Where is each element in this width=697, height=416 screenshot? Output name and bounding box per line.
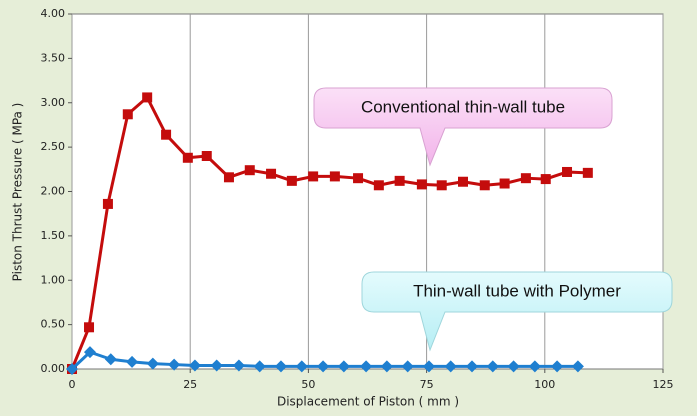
point [582, 167, 593, 178]
point [458, 176, 469, 187]
callout: Conventional thin-wall tube [313, 87, 613, 167]
point [373, 180, 384, 191]
point [394, 175, 405, 186]
point [551, 360, 564, 373]
point [84, 322, 95, 333]
point [401, 360, 414, 373]
point [104, 353, 117, 366]
point [329, 171, 340, 182]
y-tick-label: 0.50 [41, 318, 66, 331]
point [102, 198, 113, 209]
y-tick-label: 3.50 [41, 51, 66, 64]
y-tick-label: 1.50 [41, 229, 66, 242]
point [188, 359, 201, 372]
y-tick-label: 0.00 [41, 362, 66, 375]
x-axis-label: Displacement of Piston ( mm ) [277, 395, 459, 409]
plot-area [71, 13, 664, 370]
point [507, 360, 520, 373]
point [244, 165, 255, 176]
x-tick-label: 0 [69, 378, 76, 391]
point [146, 357, 159, 370]
point [274, 360, 287, 373]
point [436, 180, 447, 191]
point [486, 360, 499, 373]
point [142, 92, 153, 103]
callout-box [361, 271, 673, 352]
point [232, 359, 245, 372]
y-axis-label: Piston Thrust Pressure ( MPa ) [11, 103, 25, 282]
x-tick-label: 100 [534, 378, 555, 391]
point [465, 360, 478, 373]
y-tick-label: 3.00 [41, 96, 66, 109]
point [161, 129, 172, 140]
point [83, 346, 96, 359]
x-tick-label: 50 [301, 378, 315, 391]
point [126, 355, 139, 368]
y-tick-label: 1.00 [41, 273, 66, 286]
point [66, 363, 78, 375]
x-tick-label: 25 [183, 378, 197, 391]
x-tick-label: 125 [653, 378, 674, 391]
y-tick-label: 4.00 [41, 7, 66, 20]
point [337, 360, 350, 373]
point [266, 168, 277, 179]
point [122, 109, 133, 120]
point [210, 359, 223, 372]
point [479, 180, 490, 191]
plot-layer: 0 25 50 75 100 125 0.00 0.50 1.00 1.50 2.00 2.50 3.0… [41, 7, 674, 391]
callout-label: Thin-wall tube with Polymer [413, 281, 621, 300]
y-tick-label: 2.00 [41, 185, 66, 198]
point [182, 152, 193, 163]
point [360, 360, 373, 373]
point [444, 360, 457, 373]
point [422, 360, 435, 373]
point [317, 360, 330, 373]
point [562, 166, 573, 177]
point [253, 360, 266, 373]
point [168, 358, 181, 371]
point [295, 360, 308, 373]
x-tick-label: 75 [420, 378, 434, 391]
callout-label: Conventional thin-wall tube [361, 97, 565, 116]
point [286, 175, 297, 186]
point [540, 174, 551, 185]
point [223, 172, 234, 183]
callout-box [313, 87, 613, 167]
point [201, 151, 212, 161]
point [353, 173, 364, 184]
point [380, 360, 393, 373]
point [520, 173, 531, 184]
point [416, 179, 427, 190]
point [499, 178, 510, 189]
point [528, 360, 541, 373]
callout: Thin-wall tube with Polymer [361, 271, 673, 352]
y-tick-label: 2.50 [41, 140, 66, 153]
point [308, 171, 319, 182]
point [571, 360, 584, 373]
